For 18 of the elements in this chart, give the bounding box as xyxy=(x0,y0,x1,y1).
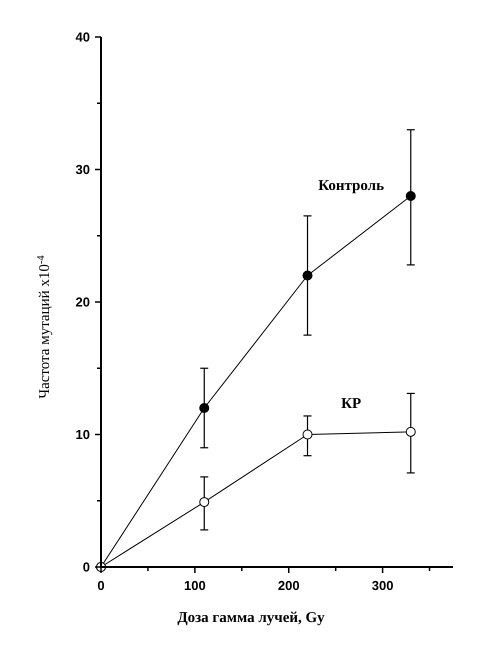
point xyxy=(406,191,416,201)
y-tick-label: 10 xyxy=(76,427,90,442)
series-label: КР xyxy=(341,396,362,412)
x-tick-label: 100 xyxy=(184,578,206,593)
series-label: Контроль xyxy=(318,178,384,194)
y-tick-label: 0 xyxy=(82,560,90,575)
y-tick-label: 40 xyxy=(76,30,90,45)
point xyxy=(199,403,210,413)
y-tick-label: 20 xyxy=(76,294,90,310)
point xyxy=(302,270,313,280)
x-tick-label: 0 xyxy=(97,578,105,593)
x-axis-title: Доза гамма лучей, Gy xyxy=(177,610,326,626)
point xyxy=(406,426,416,437)
x-tick-label: 300 xyxy=(372,578,394,593)
x-tick-label: 200 xyxy=(278,578,300,593)
point xyxy=(302,430,313,440)
y-tick-label: 30 xyxy=(76,162,90,178)
point xyxy=(199,497,210,508)
